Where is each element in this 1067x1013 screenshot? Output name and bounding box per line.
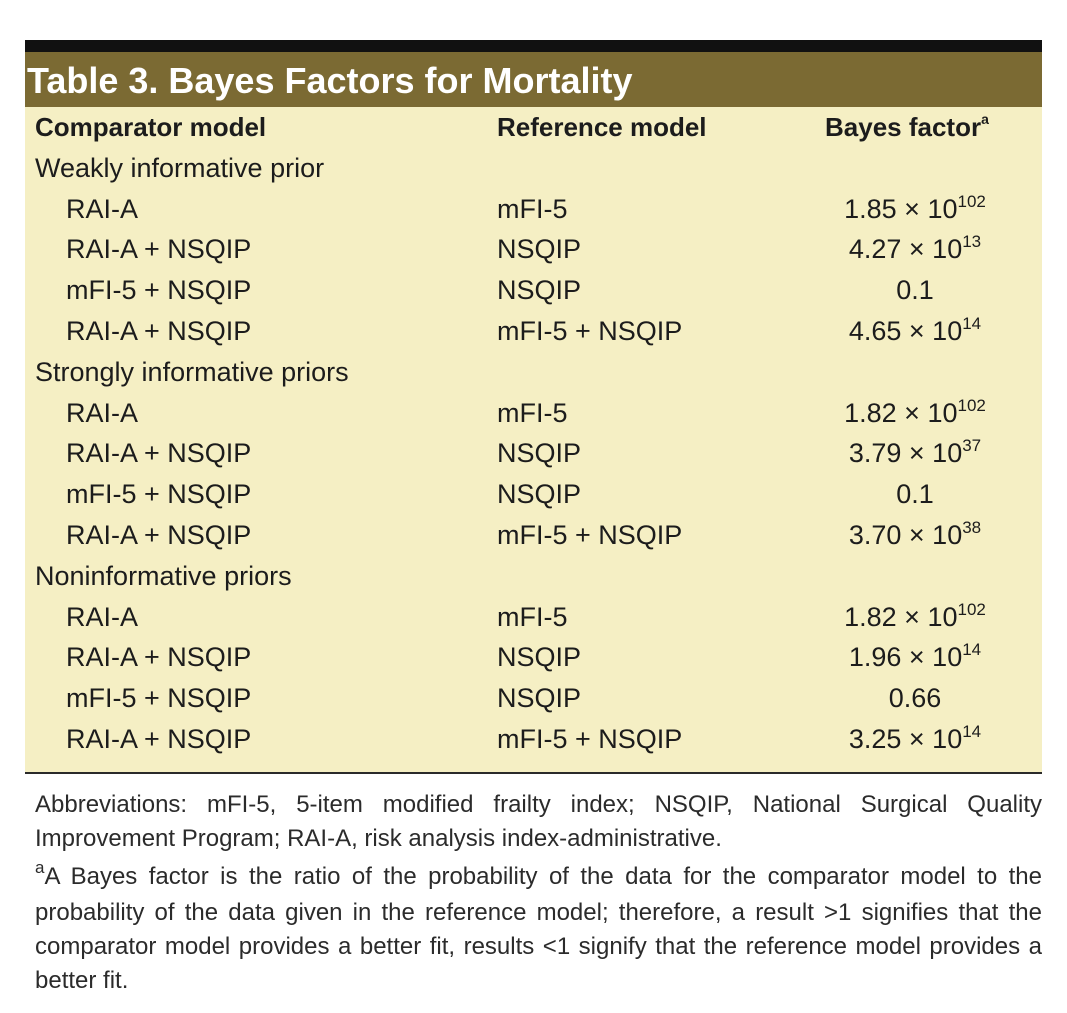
bayes-factor-mantissa: 3.70 × 10	[848, 520, 963, 550]
bayes-factor-mantissa: 0.1	[896, 275, 934, 306]
table-row: mFI-5 + NSQIP NSQIP 0.1	[25, 270, 1042, 310]
bayes-factor-exponent: 38	[962, 518, 982, 537]
bayes-factor-mantissa: 3.25 × 10	[848, 724, 963, 754]
top-rule	[25, 40, 1042, 52]
reference-cell: mFI-5	[497, 601, 568, 632]
comparator-cell: mFI-5 + NSQIP	[66, 683, 252, 714]
comparator-cell: RAI-A + NSQIP	[66, 724, 252, 754]
comparator-cell: RAI-A	[66, 193, 139, 224]
header-comparator: Comparator model	[35, 112, 267, 142]
footnote-marker: a	[35, 858, 45, 877]
table-body: Comparator model Reference model Bayes f…	[25, 107, 1042, 772]
bayes-factor-cell: 0.1	[825, 270, 1005, 310]
bayes-factor-mantissa: 1.96 × 10	[848, 642, 963, 673]
table-row: RAI-A + NSQIP NSQIP 3.79 × 1037	[25, 433, 1042, 473]
bayes-factor-cell: 0.66	[825, 678, 1005, 718]
comparator-cell: RAI-A + NSQIP	[66, 438, 252, 469]
header-row: Comparator model Reference model Bayes f…	[25, 107, 1042, 147]
bayes-factor-mantissa: 1.82 × 10	[844, 601, 958, 632]
section-label: Weakly informative prior	[35, 152, 325, 183]
table-row: RAI-A mFI-5 1.82 × 10102	[25, 597, 1042, 637]
section-label: Strongly informative priors	[35, 356, 349, 387]
reference-cell: mFI-5 + NSQIP	[497, 724, 683, 754]
header-footnote-marker: a	[981, 111, 989, 127]
bayes-factor-mantissa: 0.66	[888, 683, 942, 714]
header-bayes-factor: Bayes factora	[825, 107, 989, 151]
table-row: mFI-5 + NSQIP NSQIP 0.66	[25, 678, 1042, 718]
table-row: RAI-A + NSQIP mFI-5 + NSQIP 3.25 × 1014	[25, 719, 1042, 759]
comparator-cell: mFI-5 + NSQIP	[66, 479, 252, 510]
bayes-factor-cell: 1.85 × 10102	[825, 189, 1005, 233]
bayes-factor-exponent: 37	[962, 436, 982, 456]
bayes-factor-exponent: 14	[962, 640, 982, 660]
reference-cell: mFI-5 + NSQIP	[497, 520, 683, 550]
bayes-footnote: aA Bayes factor is the ratio of the prob…	[35, 858, 1042, 998]
table-row: RAI-A + NSQIP NSQIP 4.27 × 1013	[25, 229, 1042, 269]
bayes-factor-cell: 4.27 × 1013	[825, 229, 1005, 273]
comparator-cell: mFI-5 + NSQIP	[66, 275, 252, 306]
bayes-factor-cell: 4.65 × 1014	[825, 311, 1005, 355]
table-title: Table 3. Bayes Factors for Mortality	[25, 52, 1042, 107]
reference-cell: NSQIP	[497, 234, 582, 265]
bayes-factor-mantissa: 3.79 × 10	[848, 438, 963, 469]
bayes-factor-cell: 3.79 × 1037	[825, 433, 1005, 477]
comparator-cell: RAI-A + NSQIP	[66, 642, 252, 673]
comparator-cell: RAI-A + NSQIP	[66, 234, 252, 265]
header-bayes-label: Bayes factor	[825, 112, 982, 142]
reference-cell: NSQIP	[497, 275, 582, 306]
bayes-factor-mantissa: 4.65 × 10	[848, 316, 963, 346]
table-row: RAI-A mFI-5 1.82 × 10102	[25, 393, 1042, 433]
bayes-factor-mantissa: 4.27 × 10	[848, 234, 963, 265]
reference-cell: NSQIP	[497, 479, 582, 510]
bayes-factor-mantissa: 1.85 × 10	[844, 193, 958, 224]
abbreviations-note: Abbreviations: mFI-5, 5-item modified fr…	[35, 791, 1042, 852]
section-row: Strongly informative priors	[25, 352, 1042, 392]
reference-cell: NSQIP	[497, 642, 582, 673]
bayes-factor-exponent: 13	[962, 232, 982, 252]
bayes-factor-exponent: 14	[962, 314, 982, 333]
comparator-cell: RAI-A	[66, 397, 139, 428]
table-row: mFI-5 + NSQIP NSQIP 0.1	[25, 474, 1042, 514]
reference-cell: mFI-5	[497, 397, 568, 428]
bayes-factor-cell: 1.96 × 1014	[825, 637, 1005, 681]
bayes-factor-exponent: 14	[962, 722, 982, 741]
section-row: Weakly informative prior	[25, 148, 1042, 188]
reference-cell: mFI-5 + NSQIP	[497, 316, 683, 346]
bayes-factor-cell: 3.25 × 1014	[825, 719, 1005, 763]
bayes-factor-exponent: 102	[957, 191, 986, 211]
bottom-rule	[25, 772, 1042, 774]
bayes-factor-cell: 0.1	[825, 474, 1005, 514]
section-row: Noninformative priors	[25, 556, 1042, 596]
table-row: RAI-A + NSQIP mFI-5 + NSQIP 3.70 × 1038	[25, 515, 1042, 555]
table-row: RAI-A + NSQIP mFI-5 + NSQIP 4.65 × 1014	[25, 311, 1042, 351]
section-label: Noninformative priors	[35, 560, 292, 591]
reference-cell: NSQIP	[497, 683, 582, 714]
bayes-factor-cell: 1.82 × 10102	[825, 597, 1005, 641]
comparator-cell: RAI-A + NSQIP	[66, 520, 252, 550]
comparator-cell: RAI-A + NSQIP	[66, 316, 252, 346]
bayes-factor-cell: 3.70 × 1038	[825, 515, 1005, 559]
bayes-factor-mantissa: 1.82 × 10	[844, 397, 958, 428]
table-footnotes: Abbreviations: mFI-5, 5-item modified fr…	[25, 774, 1042, 998]
bayes-factor-exponent: 102	[957, 395, 986, 415]
reference-cell: mFI-5	[497, 193, 568, 224]
bayes-factor-cell: 1.82 × 10102	[825, 393, 1005, 437]
bayes-factor-mantissa: 0.1	[896, 479, 934, 510]
footnote-text: A Bayes factor is the ratio of the proba…	[35, 863, 1042, 994]
table-row: RAI-A mFI-5 1.85 × 10102	[25, 189, 1042, 229]
table-row: RAI-A + NSQIP NSQIP 1.96 × 1014	[25, 637, 1042, 677]
bayes-factor-exponent: 102	[957, 599, 986, 619]
reference-cell: NSQIP	[497, 438, 582, 469]
comparator-cell: RAI-A	[66, 601, 139, 632]
header-reference: Reference model	[497, 112, 707, 142]
table-frame: Table 3. Bayes Factors for Mortality Com…	[25, 40, 1042, 1002]
